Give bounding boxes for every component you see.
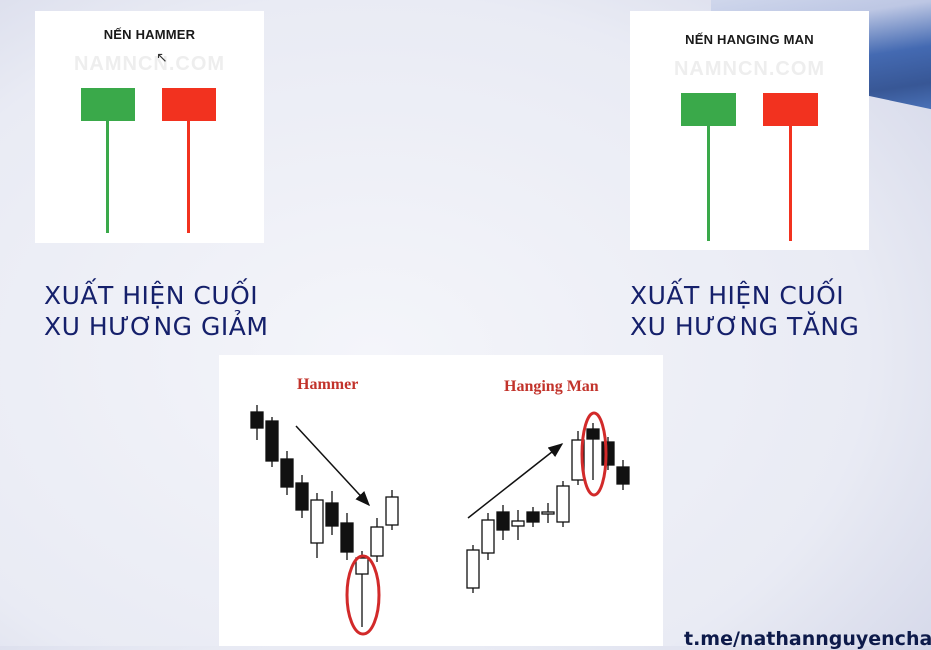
- candlestick-diagram: [250, 405, 630, 636]
- hanging-man-uptrend-candles: [466, 423, 630, 593]
- red-candle-body: [162, 88, 216, 121]
- hanging-man-highlight-circle: [580, 411, 608, 497]
- hammer-label: Hammer: [297, 376, 359, 393]
- caption-line: XUẤT HIỆN CUỐI: [44, 281, 259, 310]
- candle: [280, 451, 294, 495]
- watermark: NAMNCN.COM: [673, 58, 826, 80]
- uptrend-arrow: [467, 443, 564, 519]
- hanging-man-card-title: NẾN HANGING MAN: [685, 32, 814, 47]
- hammer-card-title: NẾN HAMMER: [103, 27, 196, 42]
- hammer-candle: [355, 551, 369, 627]
- candle: [385, 490, 399, 530]
- candle: [571, 431, 585, 485]
- candle: [496, 505, 510, 540]
- hammer-card: NẾN HAMMER NAMNCN.COM: [35, 11, 264, 243]
- hanging-man-card: NẾN HANGING MAN NAMNCN.COM: [630, 11, 869, 250]
- candle: [616, 460, 630, 490]
- hanging-man-caption: XUẤT HIỆN CUỐI XU HƯƠNG TĂNG: [630, 280, 859, 342]
- red-candle-wick: [789, 126, 792, 241]
- candlestick-example-panel: Hammer Hanging Man: [219, 355, 663, 646]
- green-candle-body: [81, 88, 135, 121]
- candle: [556, 481, 570, 527]
- red-candle-body: [763, 93, 818, 126]
- downtrend-arrow: [295, 425, 371, 507]
- hanging-man-label: Hanging Man: [504, 378, 599, 395]
- hammer-downtrend-candles: [250, 405, 399, 627]
- hanging-man-candle: [586, 423, 600, 480]
- green-candle-wick: [707, 126, 710, 241]
- hammer-caption: XUẤT HIỆN CUỐI XU HƯƠNG GIẢM: [44, 280, 268, 342]
- caption-line: XU HƯƠNG GIẢM: [44, 312, 269, 341]
- candle: [466, 545, 480, 593]
- candle: [481, 513, 495, 560]
- caption-line: XU HƯƠNG TĂNG: [630, 312, 860, 341]
- candle: [265, 417, 279, 467]
- candle: [370, 518, 384, 562]
- candle: [340, 513, 354, 560]
- telegram-link[interactable]: t.me/nathannguyencha: [684, 628, 931, 650]
- green-candle-wick: [106, 121, 109, 233]
- candle: [250, 405, 264, 440]
- caption-line: XUẤT HIỆN CUỐI: [630, 281, 845, 310]
- candle: [541, 503, 555, 523]
- candle: [325, 491, 339, 535]
- candle: [295, 475, 309, 518]
- candle: [511, 510, 525, 540]
- mouse-cursor-icon: ↖: [156, 50, 168, 66]
- candle: [526, 507, 540, 527]
- candle: [310, 493, 324, 558]
- watermark: NAMNCN.COM: [73, 53, 226, 75]
- red-candle-wick: [187, 121, 190, 233]
- candle: [601, 437, 615, 470]
- green-candle-body: [681, 93, 736, 126]
- hammer-highlight-circle: [345, 554, 381, 636]
